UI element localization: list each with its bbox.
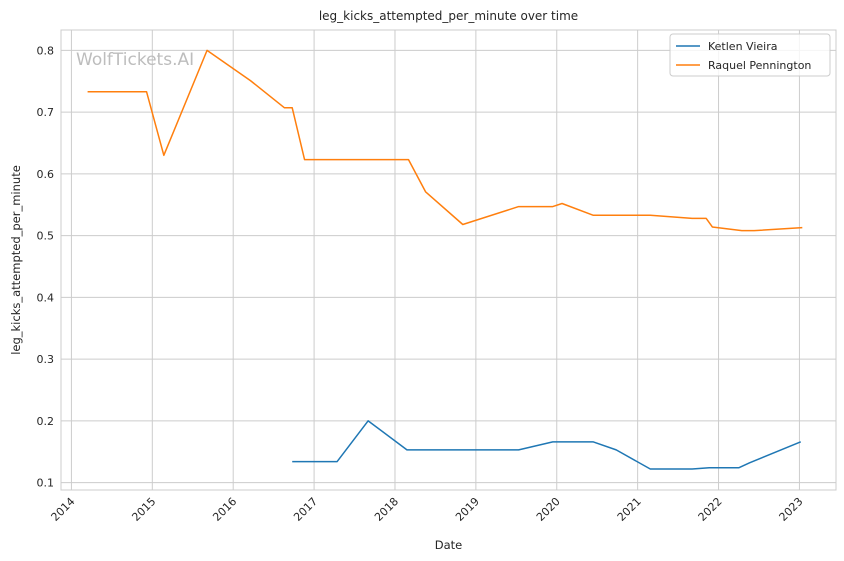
- series-lines: [87, 49, 803, 470]
- x-tick-label: 2016: [210, 495, 239, 524]
- y-tick-label: 0.5: [37, 230, 55, 243]
- watermark: WolfTickets.AI: [76, 50, 194, 70]
- y-tick-label: 0.4: [37, 291, 55, 304]
- x-tick-label: 2015: [129, 495, 158, 524]
- plot-frame: [60, 29, 837, 491]
- legend-box: [669, 33, 831, 77]
- y-tick-label: 0.7: [37, 106, 55, 119]
- y-tick-label: 0.2: [37, 415, 55, 428]
- grid: [61, 30, 836, 490]
- y-tick-label: 0.8: [37, 44, 55, 57]
- chart-title: leg_kicks_attempted_per_minute over time: [319, 9, 578, 23]
- x-tick-label: 2014: [49, 495, 78, 524]
- x-ticks: 2014 2015 2016 2017 2018 2019 2020 2021 2022 2023: [49, 495, 806, 524]
- series-line-0: [292, 420, 802, 470]
- x-tick-label: 2017: [291, 495, 320, 524]
- x-axis-label: Date: [435, 538, 463, 552]
- y-tick-label: 0.3: [37, 353, 55, 366]
- x-tick-label: 2023: [777, 495, 806, 524]
- x-tick-label: 2020: [534, 495, 563, 524]
- y-axis-label: leg_kicks_attempted_per_minute: [9, 165, 23, 355]
- x-tick-label: 2021: [615, 495, 644, 524]
- legend-label-1: Raquel Pennington: [708, 59, 811, 72]
- x-tick-label: 2018: [372, 495, 401, 524]
- legend: Ketlen Vieira Raquel Pennington: [669, 33, 831, 77]
- x-tick-label: 2019: [453, 495, 482, 524]
- y-tick-label: 0.6: [37, 168, 55, 181]
- y-ticks: 0.1 0.2 0.3 0.4 0.5 0.6 0.7 0.8: [37, 44, 55, 489]
- y-tick-label: 0.1: [37, 477, 55, 490]
- legend-label-0: Ketlen Vieira: [708, 40, 777, 53]
- x-tick-label: 2022: [696, 495, 725, 524]
- series-line-1: [87, 49, 803, 232]
